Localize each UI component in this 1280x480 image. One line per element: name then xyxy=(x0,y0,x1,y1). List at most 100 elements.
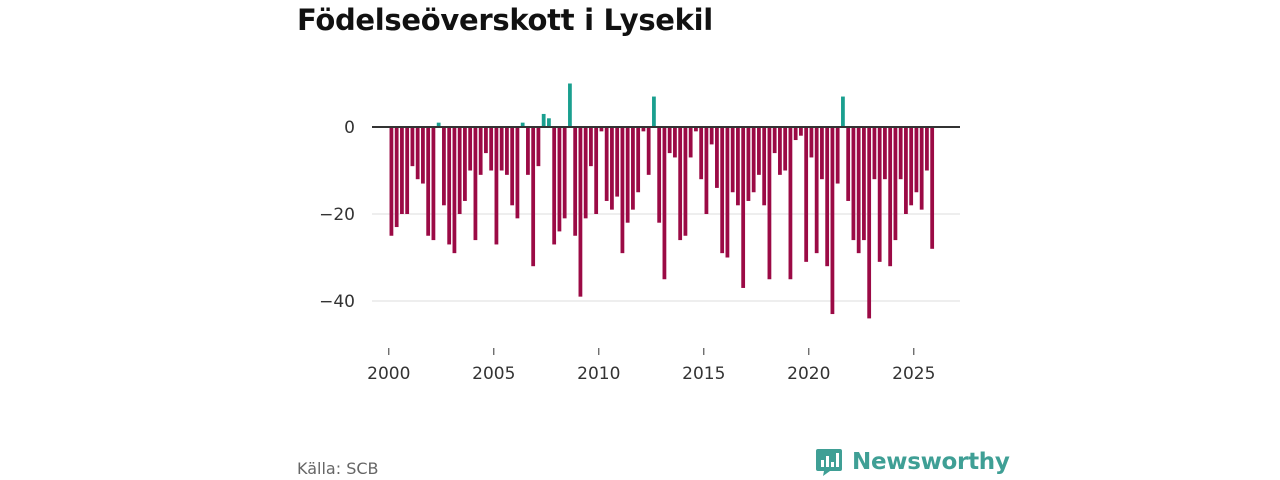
x-tick-label: 2025 xyxy=(892,364,935,384)
bar xyxy=(457,127,462,214)
x-tick-label: 2010 xyxy=(577,364,620,384)
bar xyxy=(925,127,929,171)
bar xyxy=(725,127,730,258)
bar xyxy=(862,127,866,241)
bar xyxy=(583,127,588,219)
bar xyxy=(809,127,814,158)
bar xyxy=(431,127,436,241)
bar xyxy=(625,127,630,223)
bar xyxy=(867,127,872,319)
bar xyxy=(594,127,599,214)
bar xyxy=(489,127,494,171)
source-label: Källa: SCB xyxy=(297,459,379,478)
x-tick-label: 2015 xyxy=(682,364,725,384)
bar xyxy=(793,127,798,141)
bar xyxy=(510,127,515,206)
bar xyxy=(662,127,667,280)
bar xyxy=(562,127,567,219)
bar xyxy=(463,127,467,201)
bar xyxy=(877,127,882,262)
bar xyxy=(683,127,688,236)
bars xyxy=(389,83,935,319)
bar xyxy=(678,127,683,241)
bar xyxy=(405,127,410,214)
bar xyxy=(830,127,835,315)
bar xyxy=(699,127,704,180)
bar xyxy=(557,127,562,232)
bar xyxy=(478,127,483,175)
bar xyxy=(883,127,887,180)
bar xyxy=(410,127,415,167)
bar xyxy=(573,127,578,236)
bar xyxy=(484,127,488,154)
bar xyxy=(499,127,504,171)
bar xyxy=(515,127,520,219)
bar xyxy=(442,127,446,206)
bar xyxy=(436,122,441,127)
bar xyxy=(820,127,824,180)
bar xyxy=(536,127,541,167)
bar xyxy=(604,127,609,201)
bar xyxy=(657,127,662,223)
axes: 0 −20 −40 2000 2005 2010 2015 2020 2025 xyxy=(319,118,960,384)
bar xyxy=(394,127,399,228)
bar xyxy=(400,127,404,214)
chart-title: Födelseöverskott i Lysekil xyxy=(297,3,713,37)
bar xyxy=(825,127,830,267)
bar xyxy=(804,127,809,262)
bar xyxy=(757,127,761,175)
bar xyxy=(772,127,777,154)
bar xyxy=(715,127,719,188)
bar xyxy=(767,127,772,280)
bar xyxy=(426,127,431,236)
bar xyxy=(641,127,646,132)
bar xyxy=(673,127,677,158)
bar xyxy=(872,127,877,180)
bar xyxy=(494,127,499,245)
y-tick-label: −40 xyxy=(319,292,355,312)
bar xyxy=(615,127,620,197)
bar xyxy=(799,127,803,136)
bar xyxy=(589,127,593,167)
bar xyxy=(846,127,851,201)
bar xyxy=(741,127,746,288)
bar xyxy=(667,127,672,154)
bar xyxy=(452,127,457,254)
bar xyxy=(736,127,740,206)
bar xyxy=(694,127,698,132)
bar xyxy=(652,96,656,127)
x-tick-label: 2005 xyxy=(472,364,515,384)
bar xyxy=(568,83,572,127)
bar xyxy=(389,127,394,236)
bar xyxy=(473,127,478,241)
bar xyxy=(520,122,525,127)
bar xyxy=(505,127,509,175)
bar xyxy=(636,127,641,193)
y-tick-label: −20 xyxy=(319,205,355,225)
bar xyxy=(415,127,420,180)
bar xyxy=(914,127,919,193)
bar xyxy=(783,127,788,171)
bar xyxy=(751,127,756,193)
bar xyxy=(888,127,893,267)
bar xyxy=(704,127,709,214)
x-tick-label: 2020 xyxy=(787,364,830,384)
bar xyxy=(709,127,714,145)
bar xyxy=(421,127,425,184)
bar xyxy=(856,127,861,254)
bar xyxy=(898,127,903,180)
bar xyxy=(762,127,767,206)
brand-logo: Newsworthy xyxy=(815,448,1010,476)
bar xyxy=(599,127,604,132)
bar xyxy=(531,127,536,267)
bar xyxy=(447,127,452,245)
bar xyxy=(646,127,651,175)
bar xyxy=(720,127,725,254)
bar xyxy=(541,113,546,127)
bar xyxy=(893,127,898,241)
y-tick-label: 0 xyxy=(344,118,355,138)
bar xyxy=(778,127,782,175)
x-tick-label: 2000 xyxy=(367,364,410,384)
bar xyxy=(620,127,625,254)
